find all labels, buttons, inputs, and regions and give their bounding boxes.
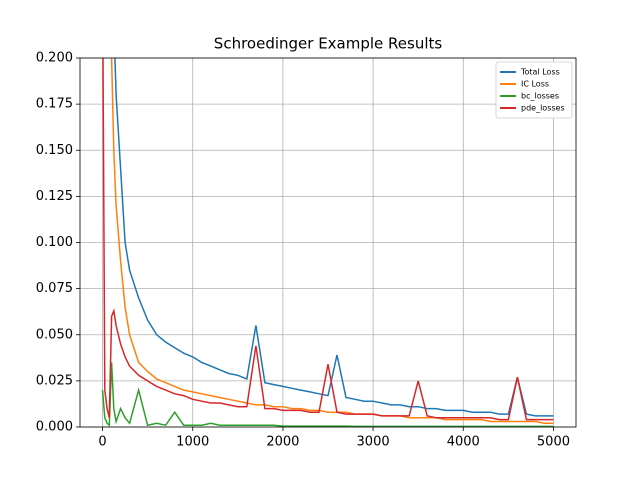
x-tick-label: 1000 (176, 435, 209, 450)
y-tick-label: 0.075 (36, 281, 73, 296)
plot-area (101, 58, 554, 427)
chart-title: Schroedinger Example Results (214, 35, 443, 53)
y-tick-label: 0.150 (36, 143, 73, 158)
line-series (102, 58, 554, 421)
y-tick-label: 0.175 (36, 97, 73, 112)
legend-box (495, 61, 573, 119)
x-tick-label: 5000 (537, 435, 570, 450)
legend-label: IC Loss (521, 80, 549, 89)
x-tick-label: 2000 (266, 435, 299, 450)
y-tick-label: 0.000 (36, 420, 73, 435)
x-tick-label: 3000 (357, 435, 390, 450)
x-tick-label: 4000 (447, 435, 480, 450)
legend-label: pde_losses (521, 104, 565, 113)
y-tick-label: 0.050 (36, 327, 73, 342)
line-series (110, 58, 554, 425)
line-series (101, 362, 554, 427)
legend-label: Total Loss (520, 68, 560, 77)
y-tick-label: 0.200 (36, 51, 73, 66)
axes-frame (79, 57, 577, 428)
y-tick-label: 0.025 (36, 373, 73, 388)
y-tick-label: 0.125 (36, 189, 73, 204)
line-series (114, 58, 554, 417)
legend-label: bc_losses (521, 92, 559, 101)
x-tick-label: 0 (98, 435, 106, 450)
y-tick-label: 0.100 (36, 235, 73, 250)
